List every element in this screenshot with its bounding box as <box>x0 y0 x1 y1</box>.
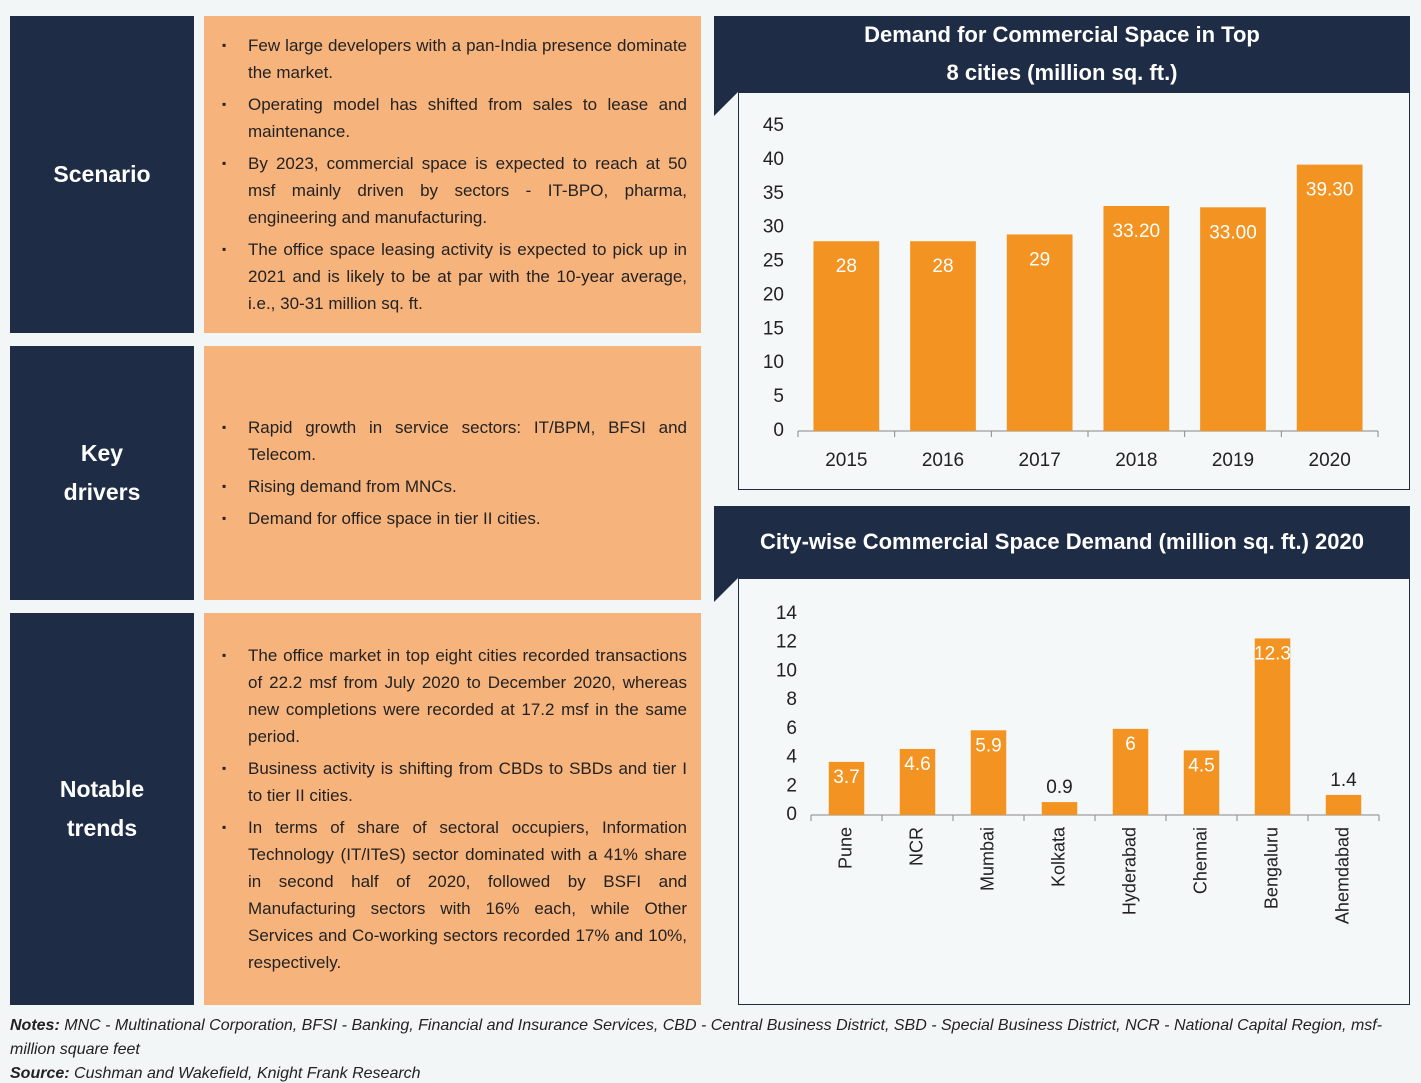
y-tick-label: 12 <box>776 632 797 653</box>
bar <box>1200 207 1266 431</box>
x-tick-label: 2015 <box>825 450 867 471</box>
header-corner <box>714 92 738 116</box>
y-tick-label: 0 <box>786 804 797 825</box>
x-tick-label: Ahemdabad <box>1332 827 1352 924</box>
bullet: The office space leasing activity is exp… <box>222 236 687 317</box>
chart-header: City-wise Commercial Space Demand (milli… <box>714 506 1410 578</box>
bar <box>910 241 976 431</box>
bullet-list: The office market in top eight cities re… <box>222 637 687 981</box>
value-label: 28 <box>836 256 857 277</box>
bar <box>1325 794 1362 815</box>
bullet-list: Few large developers with a pan-India pr… <box>222 27 687 322</box>
notes: Notes: MNC - Multinational Corporation, … <box>10 1014 1415 1062</box>
chart-title: Demand for Commercial Space in Top 8 cit… <box>864 22 1260 85</box>
bullet: Rising demand from MNCs. <box>222 473 687 500</box>
header-corner <box>714 578 738 602</box>
bullet: The office market in top eight cities re… <box>222 642 687 750</box>
bar <box>1183 750 1220 815</box>
section-text: Rapid growth in service sectors: IT/BPM,… <box>204 346 701 600</box>
x-tick-label: 2019 <box>1212 450 1254 471</box>
x-tick-label: Pune <box>835 827 855 869</box>
notes-label: Notes: <box>10 1017 60 1034</box>
value-label: 33.00 <box>1209 222 1257 243</box>
y-tick-label: 6 <box>786 718 797 739</box>
x-tick-label: 2016 <box>922 450 964 471</box>
bar <box>1103 205 1170 431</box>
bullet: Rapid growth in service sectors: IT/BPM,… <box>222 414 687 468</box>
chart: 0 2 4 6 8 10 12 14 3.7 Pune 4.6 NCR 5.9 Mumbai 0.9 Kolk… <box>776 603 1380 924</box>
y-tick-label: 35 <box>763 183 784 204</box>
value-label: 28 <box>932 256 953 277</box>
source-text: Cushman and Wakefield, Knight Frank Rese… <box>74 1065 421 1082</box>
bar <box>899 748 936 815</box>
y-tick-label: 45 <box>763 115 784 136</box>
value-label: 29 <box>1029 249 1050 270</box>
x-tick-label: Kolkata <box>1048 826 1068 887</box>
value-label: 6 <box>1125 734 1136 755</box>
source: Source: Cushman and Wakefield, Knight Fr… <box>10 1062 1415 1083</box>
x-tick-label: Bengaluru <box>1261 827 1281 909</box>
section-text: The office market in top eight cities re… <box>204 613 701 1005</box>
y-tick-label: 5 <box>773 386 784 407</box>
y-tick-label: 20 <box>763 284 784 305</box>
value-label: 33.20 <box>1113 221 1161 242</box>
y-tick-label: 14 <box>776 603 798 624</box>
y-tick-label: 4 <box>786 747 797 768</box>
x-tick-label: Mumbai <box>977 827 997 891</box>
source-label: Source: <box>10 1065 70 1082</box>
value-label: 1.4 <box>1330 770 1357 791</box>
bullet: Few large developers with a pan-India pr… <box>222 32 687 86</box>
bullet: Business activity is shifting from CBDs … <box>222 755 687 809</box>
value-label: 3.7 <box>833 767 859 788</box>
bullet: Demand for office space in tier II citie… <box>222 505 687 532</box>
bar <box>1041 802 1078 815</box>
bar <box>1112 728 1149 815</box>
section-label: Key drivers <box>10 346 194 600</box>
value-label: 12.3 <box>1254 643 1291 664</box>
bar <box>1296 164 1363 431</box>
y-tick-label: 25 <box>763 251 784 272</box>
y-tick-label: 8 <box>786 689 797 710</box>
y-tick-label: 0 <box>773 420 784 441</box>
bar <box>970 730 1007 815</box>
chart-body: 0 2 4 6 8 10 12 14 3.7 Pune 4.6 NCR 5.9 Mumbai 0.9 Kolk… <box>738 578 1410 1005</box>
x-tick-label: NCR <box>906 827 926 866</box>
notes-text: MNC - Multinational Corporation, BFSI - … <box>10 1017 1383 1058</box>
bullet-list: Rapid growth in service sectors: IT/BPM,… <box>222 409 687 537</box>
y-tick-label: 2 <box>786 775 797 796</box>
chart-body: 0 5 10 15 20 25 30 35 40 45 28 2015 28 2016 29 2017 33.2… <box>738 92 1410 490</box>
bullet: In terms of share of sectoral occupiers,… <box>222 814 687 976</box>
value-label: 4.6 <box>904 754 930 775</box>
bar <box>813 241 880 431</box>
bar <box>828 761 865 815</box>
x-tick-label: Hyderabad <box>1119 827 1139 915</box>
x-tick-label: Chennai <box>1190 827 1210 894</box>
value-label: 4.5 <box>1188 755 1214 776</box>
value-label: 5.9 <box>975 735 1001 756</box>
section-label: Notable trends <box>10 613 194 1005</box>
bar <box>1006 234 1073 431</box>
section-label: Scenario <box>10 16 194 333</box>
value-label: 39.30 <box>1306 180 1354 201</box>
chart-title: City-wise Commercial Space Demand (milli… <box>760 529 1364 554</box>
chart-header: Demand for Commercial Space in Top 8 cit… <box>714 16 1410 92</box>
y-tick-label: 10 <box>763 352 784 373</box>
x-tick-label: 2018 <box>1115 450 1157 471</box>
value-label: 0.9 <box>1046 777 1072 798</box>
bullet: By 2023, commercial space is expected to… <box>222 150 687 231</box>
bullet: Operating model has shifted from sales t… <box>222 91 687 145</box>
x-tick-label: 2017 <box>1019 450 1061 471</box>
chart: 0 5 10 15 20 25 30 35 40 45 28 2015 28 2016 29 2017 33.2… <box>763 115 1379 471</box>
y-tick-label: 15 <box>763 318 784 339</box>
y-tick-label: 10 <box>776 660 797 681</box>
y-tick-label: 30 <box>763 217 784 238</box>
section-text: Few large developers with a pan-India pr… <box>204 16 701 333</box>
x-tick-label: 2020 <box>1309 450 1351 471</box>
y-tick-label: 40 <box>763 149 784 170</box>
bar <box>1254 638 1291 815</box>
